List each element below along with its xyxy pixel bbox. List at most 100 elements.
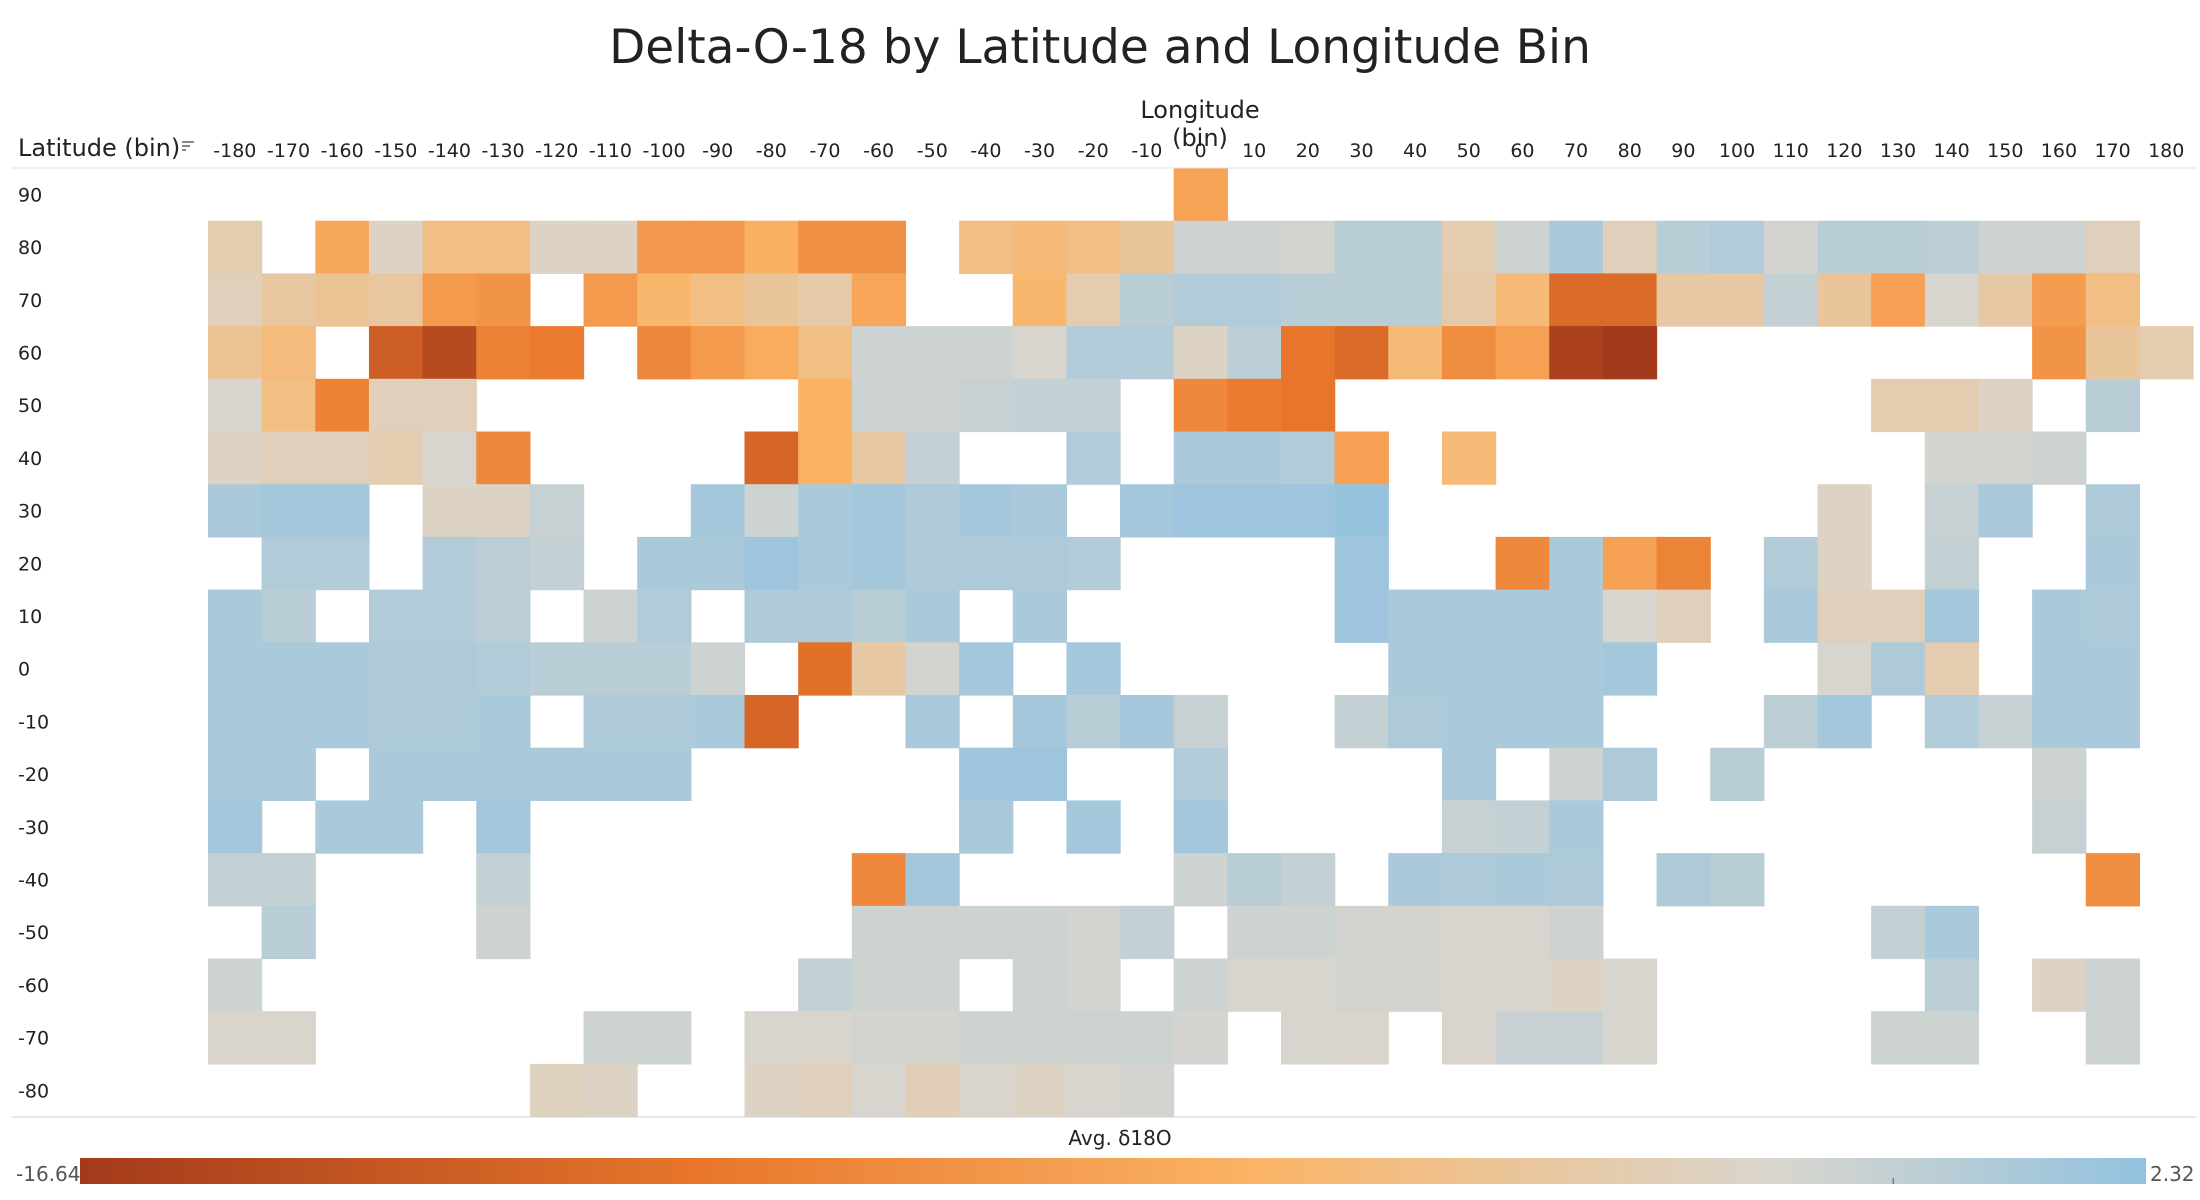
heatmap-cell[interactable] (2139, 326, 2194, 380)
heatmap-cell[interactable] (905, 1063, 960, 1118)
heatmap-cell[interactable] (851, 536, 907, 591)
heatmap-cell[interactable] (1173, 326, 1228, 380)
heatmap-cell[interactable] (422, 589, 477, 643)
heatmap-cell[interactable] (1656, 220, 1711, 274)
heatmap-cell[interactable] (476, 853, 531, 907)
heatmap-cell[interactable] (1549, 853, 1604, 907)
heatmap-cell[interactable] (1441, 958, 1497, 1012)
heatmap-cell[interactable] (2032, 642, 2087, 696)
heatmap-cell[interactable] (959, 484, 1014, 538)
heatmap-cell[interactable] (1871, 1011, 1926, 1065)
heatmap-cell[interactable] (208, 642, 263, 696)
heatmap-cell[interactable] (1388, 326, 1443, 380)
heatmap-cell[interactable] (1281, 431, 1336, 485)
heatmap-cell[interactable] (744, 484, 799, 538)
heatmap-cell[interactable] (1012, 326, 1067, 380)
heatmap-cell[interactable] (2085, 326, 2140, 380)
heatmap-cell[interactable] (1978, 484, 2033, 538)
heatmap-cell[interactable] (368, 800, 424, 854)
heatmap-cell[interactable] (798, 378, 853, 433)
heatmap-cell[interactable] (208, 958, 263, 1012)
heatmap-cell[interactable] (1334, 273, 1389, 327)
heatmap-cell[interactable] (1549, 695, 1604, 749)
heatmap-cell[interactable] (2032, 220, 2087, 274)
color-legend-bar[interactable] (80, 1158, 2146, 1184)
heatmap-cell[interactable] (1549, 220, 1604, 274)
heatmap-cell[interactable] (1173, 853, 1228, 907)
heatmap-cell[interactable] (208, 431, 263, 485)
heatmap-cell[interactable] (1227, 431, 1282, 485)
heatmap-cell[interactable] (2032, 326, 2087, 380)
heatmap-cell[interactable] (1924, 695, 1980, 749)
heatmap-cell[interactable] (1334, 431, 1389, 485)
heatmap-cell[interactable] (1012, 536, 1067, 591)
heatmap-cell[interactable] (1549, 589, 1604, 643)
heatmap-cell[interactable] (1173, 378, 1228, 433)
heatmap-cell[interactable] (1281, 1011, 1336, 1065)
heatmap-cell[interactable] (583, 273, 638, 327)
heatmap-cell[interactable] (1549, 273, 1604, 327)
heatmap-cell[interactable] (261, 905, 316, 960)
heatmap-cell[interactable] (261, 326, 316, 380)
heatmap-cell[interactable] (261, 431, 316, 485)
heatmap-cell[interactable] (1173, 484, 1228, 538)
heatmap-cell[interactable] (1924, 220, 1980, 274)
heatmap-cell[interactable] (315, 695, 370, 749)
heatmap-cell[interactable] (476, 431, 531, 485)
heatmap-cell[interactable] (1656, 536, 1711, 591)
heatmap-cell[interactable] (208, 800, 263, 854)
heatmap-cell[interactable] (1441, 273, 1497, 327)
heatmap-cell[interactable] (1388, 905, 1443, 960)
heatmap-cell[interactable] (1924, 905, 1980, 960)
heatmap-cell[interactable] (1012, 378, 1067, 433)
heatmap-cell[interactable] (2085, 273, 2140, 327)
heatmap-cell[interactable] (1656, 853, 1711, 907)
heatmap-cell[interactable] (315, 220, 370, 274)
heatmap-cell[interactable] (1495, 642, 1550, 696)
heatmap-cell[interactable] (1227, 905, 1282, 960)
heatmap-cell[interactable] (476, 747, 531, 801)
heatmap-cell[interactable] (529, 642, 585, 696)
heatmap-cell[interactable] (583, 220, 638, 274)
heatmap-cell[interactable] (851, 958, 907, 1012)
heatmap-cell[interactable] (1656, 589, 1711, 643)
heatmap-cell[interactable] (368, 273, 424, 327)
heatmap-cell[interactable] (1012, 905, 1067, 960)
heatmap-cell[interactable] (1441, 589, 1497, 643)
heatmap-cell[interactable] (1924, 431, 1980, 485)
heatmap-cell[interactable] (368, 378, 424, 433)
heatmap-cell[interactable] (1120, 326, 1175, 380)
heatmap-cell[interactable] (368, 431, 424, 485)
heatmap-cell[interactable] (1388, 695, 1443, 749)
heatmap-cell[interactable] (690, 220, 746, 274)
heatmap-cell[interactable] (744, 589, 799, 643)
heatmap-cell[interactable] (637, 326, 692, 380)
heatmap-cell[interactable] (1066, 958, 1121, 1012)
heatmap-cell[interactable] (637, 695, 692, 749)
heatmap-cell[interactable] (851, 1063, 907, 1118)
heatmap-cell[interactable] (1120, 695, 1175, 749)
heatmap-cell[interactable] (2032, 747, 2087, 801)
heatmap-cell[interactable] (744, 431, 799, 485)
heatmap-cell[interactable] (1173, 1011, 1228, 1065)
heatmap-cell[interactable] (690, 695, 746, 749)
heatmap-cell[interactable] (1978, 695, 2033, 749)
heatmap-cell[interactable] (2085, 1011, 2140, 1065)
heatmap-cell[interactable] (208, 695, 263, 749)
heatmap-cell[interactable] (1334, 1011, 1389, 1065)
heatmap-cell[interactable] (1763, 536, 1819, 591)
heatmap-cell[interactable] (959, 905, 1014, 960)
heatmap-cell[interactable] (1602, 747, 1658, 801)
heatmap-cell[interactable] (583, 747, 638, 801)
heatmap-cell[interactable] (1066, 326, 1121, 380)
heatmap-cell[interactable] (798, 326, 853, 380)
heatmap-cell[interactable] (905, 378, 960, 433)
heatmap-cell[interactable] (1495, 958, 1550, 1012)
heatmap-cell[interactable] (1120, 484, 1175, 538)
heatmap-cell[interactable] (637, 642, 692, 696)
heatmap-cell[interactable] (208, 1011, 263, 1065)
heatmap-cell[interactable] (1066, 378, 1121, 433)
heatmap-cell[interactable] (208, 326, 263, 380)
heatmap-cell[interactable] (1388, 220, 1443, 274)
heatmap-cell[interactable] (1549, 958, 1604, 1012)
